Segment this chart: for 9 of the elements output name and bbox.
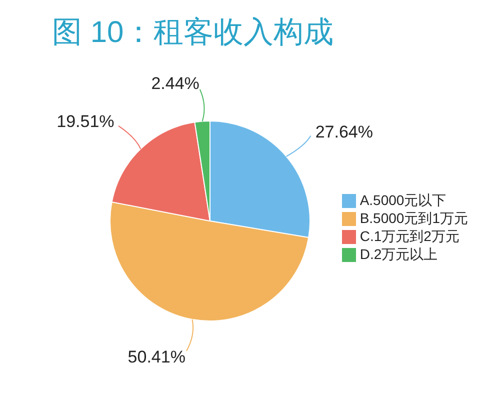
legend-label: D.2万元以上 [360, 246, 438, 262]
legend-label: C.1万元到2万元 [360, 228, 460, 244]
legend-label: A.5000元以下 [360, 192, 446, 208]
data-label: 50.41% [128, 347, 186, 366]
data-label: 27.64% [315, 122, 373, 142]
data-label: 2.44% [151, 74, 200, 93]
data-label: 19.51% [56, 112, 114, 132]
legend-label: B.5000元到1万元 [360, 210, 468, 226]
chart-title: 图 10：租客收入构成 [51, 15, 335, 51]
